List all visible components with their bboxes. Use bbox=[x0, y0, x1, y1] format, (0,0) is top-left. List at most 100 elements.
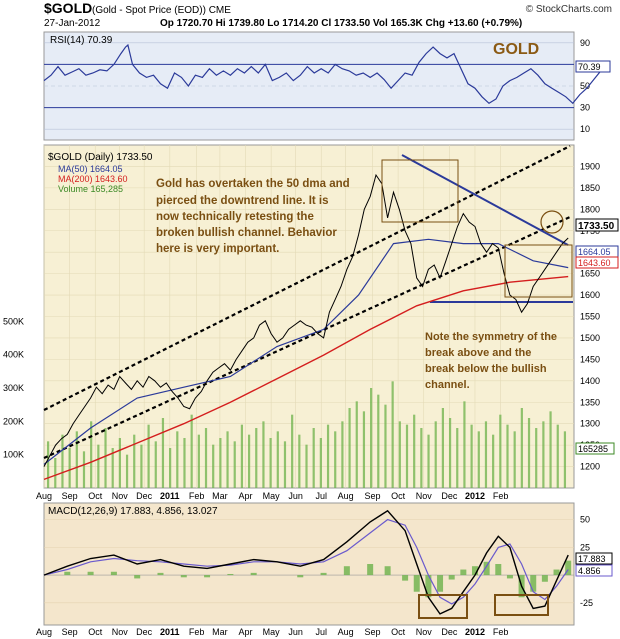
macd-histogram-bar bbox=[553, 569, 560, 576]
legend-ma200: MA(200) 1643.60 bbox=[58, 174, 128, 184]
volume-bar bbox=[68, 448, 71, 488]
price-tick-label: 1850 bbox=[580, 183, 600, 193]
macd-x-label: Nov bbox=[416, 627, 433, 637]
volume-bar bbox=[413, 414, 416, 488]
macd-box-1 bbox=[418, 594, 468, 619]
macd-x-label: May bbox=[263, 627, 281, 637]
price-series bbox=[43, 173, 569, 467]
volume-bar bbox=[563, 431, 567, 488]
macd-x-label: Apr bbox=[239, 627, 253, 637]
macd-histogram-bar bbox=[384, 566, 391, 576]
price-tick-label: 1350 bbox=[580, 397, 600, 407]
macd-histogram-bar bbox=[565, 560, 572, 576]
volume-bar bbox=[97, 444, 100, 488]
price-ticks: 1200125013001350140014501500155016001650… bbox=[580, 161, 600, 471]
volume-bar bbox=[204, 428, 208, 488]
price-x-axis: Aug Sep Oct Nov Dec 2011 Feb Mar Apr May Jun Jul Aug… bbox=[36, 491, 508, 501]
annotation-1-line-1: Gold has overtaken the 50 dma and bbox=[156, 178, 350, 190]
price-title: $GOLD (Daily) 1733.50 bbox=[48, 152, 153, 163]
macd-x-label: 2011 bbox=[160, 627, 180, 637]
macd-histogram-bar bbox=[110, 571, 117, 576]
volume-bar bbox=[513, 431, 516, 488]
volume-bar bbox=[240, 424, 244, 488]
macd-histogram-bar bbox=[367, 564, 374, 576]
macd-panel: -25 25 50 MACD(12,26,9) 17.883, 4.856, 13.… bbox=[36, 502, 613, 637]
volume-bar bbox=[456, 428, 459, 488]
macd-value-label-1: 17.883 bbox=[578, 554, 606, 564]
macd-x-label: Feb bbox=[189, 627, 205, 637]
rsi-tick-label: 30 bbox=[580, 103, 590, 113]
volume-bar bbox=[154, 441, 157, 488]
annotation-2-line-3: break below the bullish bbox=[425, 363, 547, 375]
volume-bar bbox=[341, 421, 344, 488]
volume-bar bbox=[420, 428, 423, 488]
rsi-tick-label: 90 bbox=[580, 38, 590, 48]
macd-x-label: Aug bbox=[338, 627, 354, 637]
rsi-panel: 1030507090 RSI(14) 70.39 GOLD 70.39 bbox=[43, 31, 611, 141]
chart-symbol: $GOLD bbox=[44, 0, 92, 16]
volume-bar bbox=[391, 381, 394, 488]
price-tick-label: 1300 bbox=[580, 419, 600, 429]
price-tick-label: 1900 bbox=[580, 161, 600, 171]
volume-value-label: 165285 bbox=[578, 444, 608, 454]
volume-tick-label: 300K bbox=[3, 383, 24, 393]
macd-histogram-bar bbox=[87, 571, 94, 576]
volume-ticks: 100K 200K 300K 400K 500K bbox=[3, 316, 24, 459]
macd-histogram-bar bbox=[425, 575, 432, 598]
annotation-1-line-4: broken bullish channel. Behavior bbox=[156, 227, 337, 239]
last-price-label: 1733.50 bbox=[578, 221, 615, 232]
volume-bar bbox=[377, 394, 380, 488]
macd-x-label: Jul bbox=[315, 627, 327, 637]
price-tick-label: 1400 bbox=[580, 376, 600, 386]
volume-bar bbox=[90, 421, 93, 488]
macd-histogram-bar bbox=[437, 575, 444, 592]
macd-histogram-bar bbox=[541, 575, 548, 582]
macd-x-label: Aug bbox=[36, 627, 52, 637]
retest-circle bbox=[540, 210, 564, 234]
rsi-series bbox=[43, 43, 606, 105]
volume-bar bbox=[133, 434, 136, 488]
annotation-1: Gold has overtaken the 50 dma and pierce… bbox=[156, 178, 350, 255]
chart-quote: Op 1720.70 Hi 1739.80 Lo 1714.20 Cl 1733… bbox=[160, 18, 522, 29]
volume-bar bbox=[434, 421, 437, 488]
macd-histogram-bar bbox=[483, 561, 490, 576]
volume-bar bbox=[61, 434, 64, 488]
volume-bar bbox=[549, 411, 552, 488]
volume-bar bbox=[312, 428, 315, 488]
macd-histogram-bar bbox=[64, 571, 71, 576]
price-x-label: Feb bbox=[189, 491, 205, 501]
price-x-label: Nov bbox=[112, 491, 129, 501]
macd-value-box-1 bbox=[575, 552, 613, 565]
price-grid bbox=[43, 145, 574, 488]
rsi-last-value: 70.39 bbox=[578, 62, 601, 72]
ma200-value-box bbox=[575, 256, 619, 269]
ma200-value-label: 1643.60 bbox=[578, 258, 611, 268]
volume-bar bbox=[147, 424, 150, 488]
macd-ticks: -25 25 50 bbox=[580, 515, 593, 608]
macd-tick-label: 25 bbox=[580, 542, 590, 552]
volume-bar bbox=[190, 414, 193, 488]
macd-x-label: Oct bbox=[88, 627, 103, 637]
volume-bar bbox=[398, 421, 401, 488]
volume-bar bbox=[247, 434, 251, 488]
rsi-last-value-box bbox=[575, 60, 611, 73]
volume-tick-label: 100K bbox=[3, 450, 24, 460]
macd-histogram-bar bbox=[448, 575, 455, 580]
annotation-2-line-1: Note the symmetry of the bbox=[425, 331, 557, 343]
price-x-label: Dec bbox=[136, 491, 153, 501]
price-tick-label: 1450 bbox=[580, 354, 600, 364]
macd-value-label-2: 4.856 bbox=[578, 566, 601, 576]
price-tick-label: 1200 bbox=[580, 462, 600, 472]
volume-bar bbox=[556, 424, 559, 488]
volume-bar bbox=[197, 434, 200, 488]
macd-histogram-bar bbox=[471, 566, 478, 576]
macd-tick-label: 50 bbox=[580, 515, 590, 525]
volume-bar bbox=[161, 418, 165, 488]
volume-bar bbox=[169, 448, 172, 488]
volume-bar bbox=[262, 421, 265, 488]
volume-bar bbox=[463, 401, 466, 488]
macd-histogram-bar bbox=[402, 575, 409, 581]
rsi-title: RSI(14) 70.39 bbox=[50, 35, 113, 46]
macd-histogram-bar bbox=[134, 575, 141, 579]
macd-x-label: Mar bbox=[212, 627, 228, 637]
